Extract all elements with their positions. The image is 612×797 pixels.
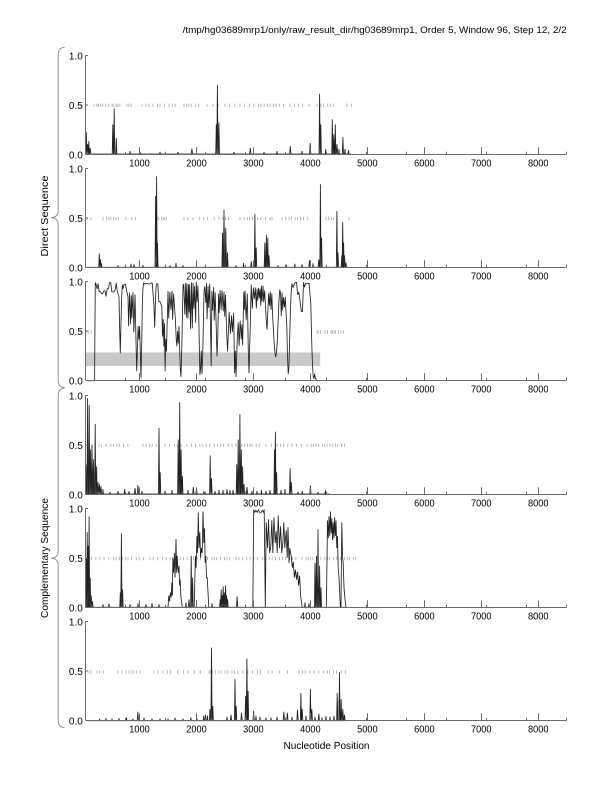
svg-text:4000: 4000 <box>300 611 321 622</box>
svg-text:7000: 7000 <box>471 158 492 169</box>
svg-text:0.5: 0.5 <box>69 327 83 338</box>
svg-text:1.0: 1.0 <box>69 504 83 515</box>
svg-text:1000: 1000 <box>129 498 150 509</box>
svg-text:7000: 7000 <box>471 724 492 735</box>
svg-text:3000: 3000 <box>243 724 264 735</box>
svg-text:Complementary Sequence: Complementary Sequence <box>40 498 51 618</box>
svg-text:1.0: 1.0 <box>69 617 83 628</box>
svg-text:6000: 6000 <box>414 158 435 169</box>
svg-text:/tmp/hg03689mrp1/only/raw_resu: /tmp/hg03689mrp1/only/raw_result_dir/hg0… <box>183 25 567 35</box>
svg-text:6000: 6000 <box>414 611 435 622</box>
svg-text:7000: 7000 <box>471 384 492 395</box>
svg-text:3000: 3000 <box>243 498 264 509</box>
svg-text:2000: 2000 <box>186 384 207 395</box>
svg-text:1000: 1000 <box>129 724 150 735</box>
svg-text:6000: 6000 <box>414 384 435 395</box>
svg-text:3000: 3000 <box>243 384 264 395</box>
svg-text:8000: 8000 <box>528 611 549 622</box>
svg-text:0.0: 0.0 <box>69 490 83 501</box>
svg-text:1.0: 1.0 <box>69 51 83 62</box>
svg-text:8000: 8000 <box>528 158 549 169</box>
svg-text:5000: 5000 <box>357 498 378 509</box>
svg-text:1.0: 1.0 <box>69 277 83 288</box>
svg-text:5000: 5000 <box>357 611 378 622</box>
svg-text:4000: 4000 <box>300 271 321 282</box>
svg-text:4000: 4000 <box>300 724 321 735</box>
svg-text:Nucleotide Position: Nucleotide Position <box>284 741 370 752</box>
svg-text:0.5: 0.5 <box>69 101 83 112</box>
svg-text:7000: 7000 <box>471 611 492 622</box>
svg-text:6000: 6000 <box>414 498 435 509</box>
svg-text:5000: 5000 <box>357 384 378 395</box>
svg-text:0.0: 0.0 <box>69 150 83 161</box>
svg-text:0.0: 0.0 <box>69 263 83 274</box>
svg-text:2000: 2000 <box>186 271 207 282</box>
svg-text:2000: 2000 <box>186 158 207 169</box>
svg-text:0.5: 0.5 <box>69 441 83 452</box>
svg-text:1000: 1000 <box>129 271 150 282</box>
svg-text:1.0: 1.0 <box>69 391 83 402</box>
svg-text:5000: 5000 <box>357 158 378 169</box>
svg-text:5000: 5000 <box>357 271 378 282</box>
svg-text:2000: 2000 <box>186 724 207 735</box>
svg-text:0.0: 0.0 <box>69 603 83 614</box>
svg-text:1000: 1000 <box>129 158 150 169</box>
svg-text:1000: 1000 <box>129 611 150 622</box>
svg-text:2000: 2000 <box>186 498 207 509</box>
svg-text:8000: 8000 <box>528 498 549 509</box>
svg-text:8000: 8000 <box>528 271 549 282</box>
svg-text:4000: 4000 <box>300 498 321 509</box>
svg-text:0.0: 0.0 <box>69 376 83 387</box>
svg-text:4000: 4000 <box>300 384 321 395</box>
svg-text:4000: 4000 <box>300 158 321 169</box>
svg-text:5000: 5000 <box>357 724 378 735</box>
svg-text:3000: 3000 <box>243 158 264 169</box>
svg-text:1000: 1000 <box>129 384 150 395</box>
svg-text:7000: 7000 <box>471 498 492 509</box>
svg-text:Direct Sequence: Direct Sequence <box>40 175 51 256</box>
svg-text:3000: 3000 <box>243 611 264 622</box>
svg-text:1.0: 1.0 <box>69 164 83 175</box>
svg-text:3000: 3000 <box>243 271 264 282</box>
svg-text:0.0: 0.0 <box>69 716 83 727</box>
svg-text:0.5: 0.5 <box>69 214 83 225</box>
svg-text:7000: 7000 <box>471 271 492 282</box>
svg-text:6000: 6000 <box>414 724 435 735</box>
svg-text:2000: 2000 <box>186 611 207 622</box>
svg-text:8000: 8000 <box>528 724 549 735</box>
svg-text:0.5: 0.5 <box>69 554 83 565</box>
svg-text:8000: 8000 <box>528 384 549 395</box>
svg-text:6000: 6000 <box>414 271 435 282</box>
svg-text:0.5: 0.5 <box>69 667 83 678</box>
